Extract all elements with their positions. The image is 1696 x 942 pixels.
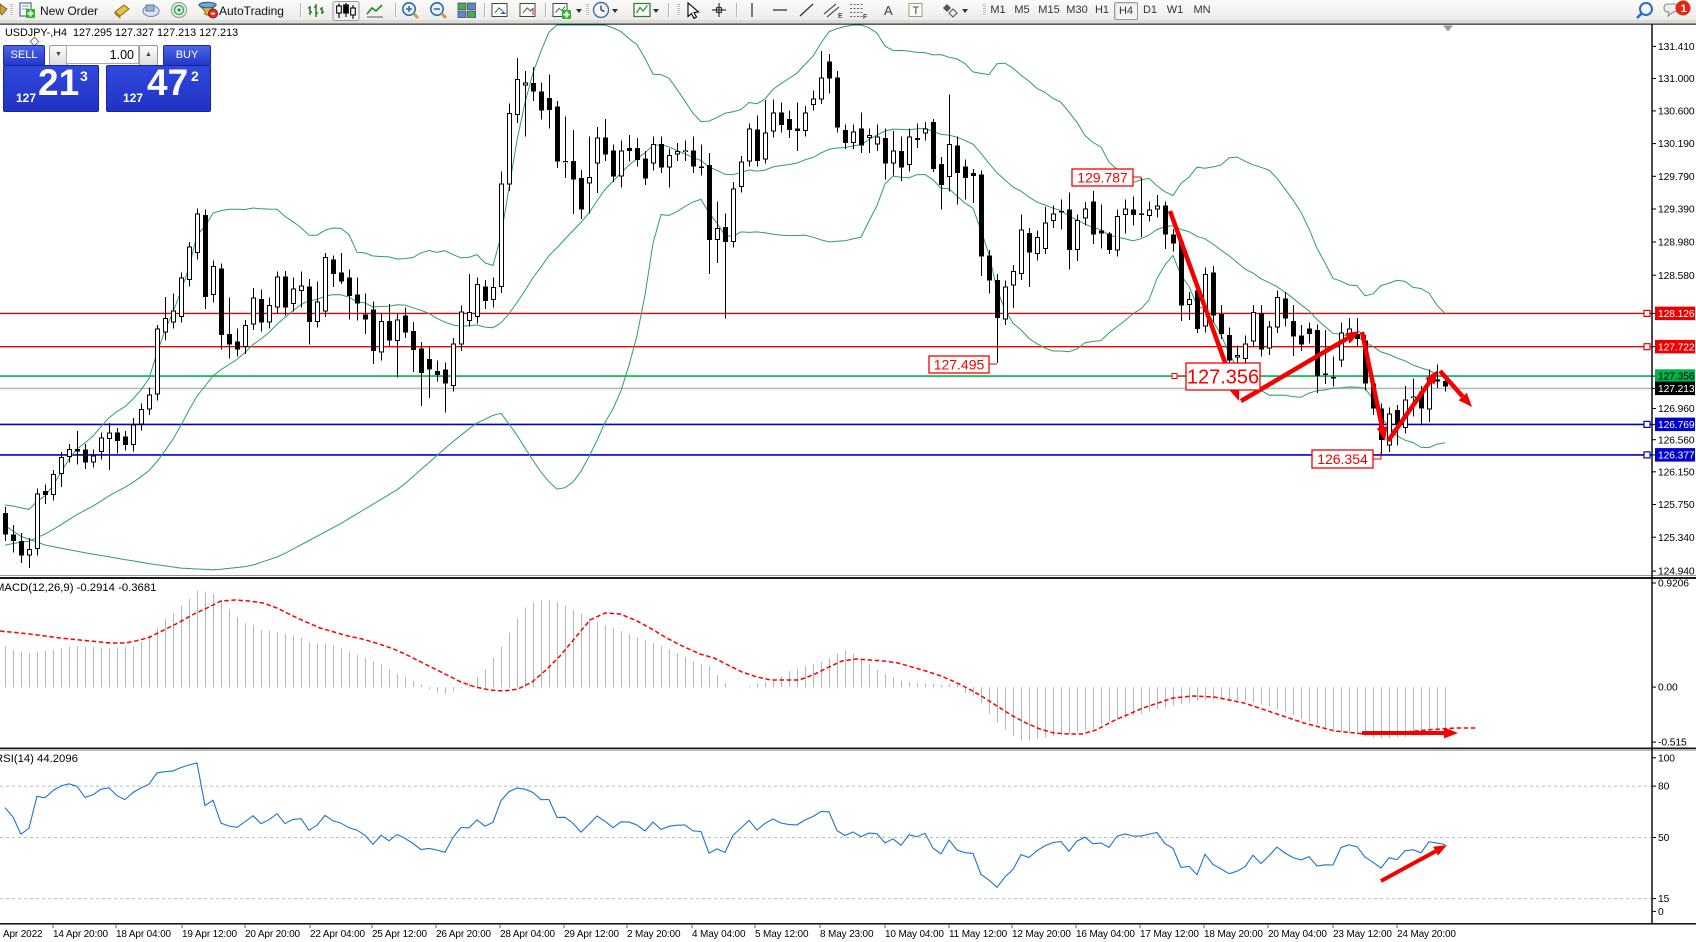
svg-text:127.356: 127.356 — [1187, 367, 1259, 389]
svg-text:125.340: 125.340 — [1658, 533, 1695, 544]
svg-text:126.769: 126.769 — [1658, 420, 1695, 431]
svg-text:20 May 04:00: 20 May 04:00 — [1268, 929, 1327, 940]
svg-text:129.390: 129.390 — [1658, 205, 1695, 216]
svg-text:15: 15 — [1658, 894, 1670, 905]
svg-text:127.722: 127.722 — [1658, 342, 1695, 353]
svg-text:18 Apr 04:00: 18 Apr 04:00 — [116, 929, 172, 940]
svg-text:50: 50 — [1658, 833, 1670, 844]
svg-text:23 May 12:00: 23 May 12:00 — [1333, 929, 1392, 940]
svg-text:8 May 23:00: 8 May 23:00 — [820, 929, 874, 940]
svg-text:131.000: 131.000 — [1658, 74, 1695, 85]
svg-text:10 May 04:00: 10 May 04:00 — [885, 929, 944, 940]
svg-text:128.980: 128.980 — [1658, 238, 1695, 249]
svg-text:129.790: 129.790 — [1658, 172, 1695, 183]
svg-text:E: E — [838, 13, 843, 20]
svg-text:29 Apr 12:00: 29 Apr 12:00 — [564, 929, 620, 940]
svg-text:MACD(12,26,9) -0.2914 -0.3681: MACD(12,26,9) -0.2914 -0.3681 — [0, 582, 156, 594]
svg-text:F: F — [863, 14, 867, 21]
svg-text:126.354: 126.354 — [1317, 451, 1368, 467]
svg-text:25 Apr 12:00: 25 Apr 12:00 — [372, 929, 428, 940]
svg-text:80: 80 — [1658, 782, 1670, 793]
svg-text:0.9206: 0.9206 — [1658, 579, 1689, 590]
svg-text:129.787: 129.787 — [1077, 170, 1128, 186]
svg-text:1: 1 — [1681, 3, 1687, 15]
svg-text:127.213: 127.213 — [1658, 384, 1695, 395]
svg-text:128.580: 128.580 — [1658, 271, 1695, 282]
svg-text:4 May 04:00: 4 May 04:00 — [692, 929, 746, 940]
svg-text:5 May 12:00: 5 May 12:00 — [755, 929, 809, 940]
svg-text:19 Apr 12:00: 19 Apr 12:00 — [182, 929, 238, 940]
svg-text:28 Apr 04:00: 28 Apr 04:00 — [500, 929, 556, 940]
svg-text:127.495: 127.495 — [934, 357, 985, 373]
svg-text:12 May 20:00: 12 May 20:00 — [1012, 929, 1071, 940]
svg-text:127.356: 127.356 — [1658, 372, 1695, 383]
svg-text:14 Apr 20:00: 14 Apr 20:00 — [53, 929, 109, 940]
svg-text:126.560: 126.560 — [1658, 435, 1695, 446]
svg-text:20 Apr 20:00: 20 Apr 20:00 — [245, 929, 301, 940]
svg-text:16 May 04:00: 16 May 04:00 — [1076, 929, 1135, 940]
svg-text:Apr 2022: Apr 2022 — [3, 929, 43, 940]
svg-text:100: 100 — [1658, 753, 1675, 764]
svg-text:125.750: 125.750 — [1658, 500, 1695, 511]
svg-text:130.190: 130.190 — [1658, 139, 1695, 150]
svg-text:RSI(14) 44.2096: RSI(14) 44.2096 — [0, 753, 78, 765]
svg-text:A: A — [884, 3, 893, 18]
svg-text:126.150: 126.150 — [1658, 467, 1695, 478]
svg-text:18 May 20:00: 18 May 20:00 — [1204, 929, 1263, 940]
svg-text:126.960: 126.960 — [1658, 404, 1695, 415]
svg-text:22 Apr 04:00: 22 Apr 04:00 — [310, 929, 366, 940]
svg-text:2 May 20:00: 2 May 20:00 — [627, 929, 681, 940]
svg-text:26 Apr 20:00: 26 Apr 20:00 — [436, 929, 492, 940]
svg-text:130.600: 130.600 — [1658, 107, 1695, 118]
svg-text:11 May 12:00: 11 May 12:00 — [949, 929, 1008, 940]
svg-text:128.126: 128.126 — [1658, 309, 1695, 320]
svg-text:124.940: 124.940 — [1658, 567, 1695, 578]
svg-text:-0.515: -0.515 — [1658, 738, 1687, 749]
svg-text:24 May 20:00: 24 May 20:00 — [1397, 929, 1456, 940]
svg-text:0: 0 — [1658, 907, 1664, 918]
svg-text:T: T — [913, 5, 920, 17]
svg-text:126.377: 126.377 — [1658, 451, 1695, 462]
svg-text:17 May 12:00: 17 May 12:00 — [1140, 929, 1199, 940]
svg-text:0.00: 0.00 — [1658, 683, 1678, 694]
svg-text:131.410: 131.410 — [1658, 42, 1695, 53]
